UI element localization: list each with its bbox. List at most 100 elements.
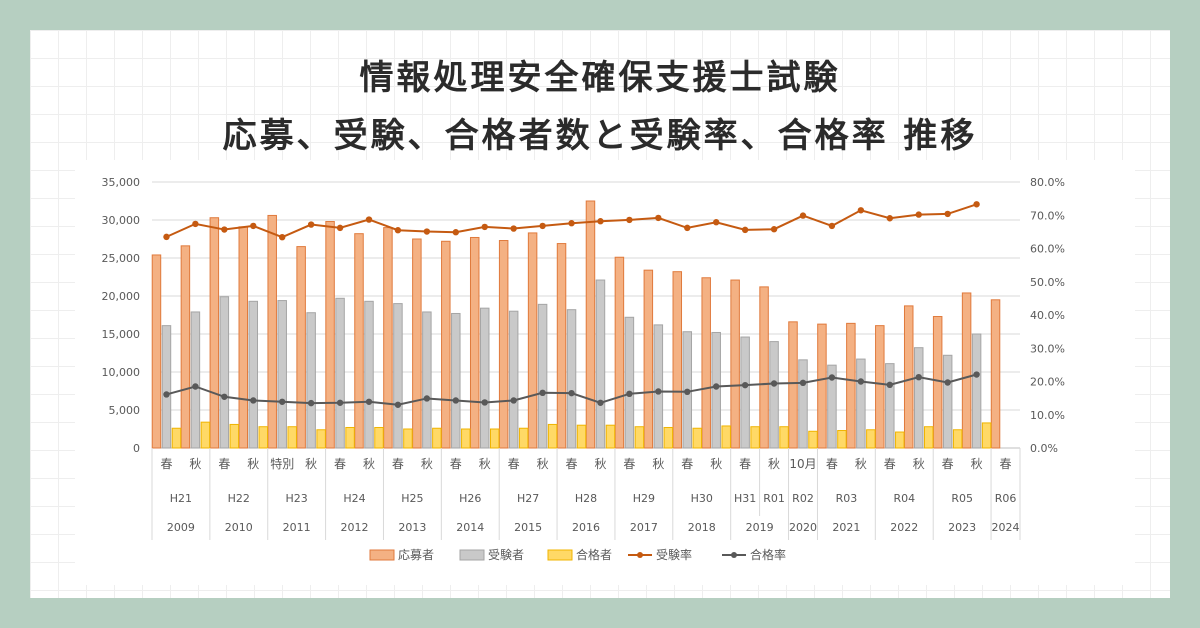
x-tick-label: 秋 xyxy=(710,457,722,471)
bar-受験者 xyxy=(393,303,403,449)
bar-受験者 xyxy=(827,364,837,449)
y-right-tick-label: 10.0% xyxy=(1030,409,1065,422)
bar-応募者 xyxy=(180,245,191,449)
bar-応募者 xyxy=(932,316,943,449)
bar-受験者 xyxy=(740,336,750,449)
bar-応募者 xyxy=(412,238,422,449)
y-left-tick-label: 10,000 xyxy=(102,366,141,379)
x-era-label: R02 xyxy=(792,492,814,505)
x-year-label: 2014 xyxy=(456,521,484,534)
bar-応募者 xyxy=(151,254,162,449)
point-合格率 xyxy=(452,397,459,404)
bar-合格者 xyxy=(576,424,587,449)
x-tick-label: 春 xyxy=(566,457,578,471)
bar-応募者 xyxy=(759,286,769,449)
bar-受験者 xyxy=(798,359,808,449)
bar-応募者 xyxy=(296,246,306,449)
x-tick-label: 春 xyxy=(826,457,838,471)
point-合格率 xyxy=(713,383,720,390)
bar-合格者 xyxy=(721,425,731,449)
bar-合格者 xyxy=(779,426,789,449)
x-era-label: H25 xyxy=(401,492,423,505)
x-era-label: R03 xyxy=(836,492,858,505)
x-era-label: H30 xyxy=(691,492,713,505)
point-受験率 xyxy=(799,212,807,219)
y-right-tick-label: 40.0% xyxy=(1030,309,1065,322)
bar-合格者 xyxy=(200,421,211,449)
point-受験率 xyxy=(568,220,575,227)
legend-label: 合格者 xyxy=(576,547,612,562)
bar-応募者 xyxy=(990,299,1001,449)
bar-受験者 xyxy=(913,347,924,449)
x-tick-label: 秋 xyxy=(971,457,983,471)
point-受験率 xyxy=(915,211,922,218)
bar-受験者 xyxy=(479,307,490,449)
bar-受験者 xyxy=(422,311,432,449)
bar-合格者 xyxy=(403,428,413,449)
point-合格率 xyxy=(944,379,951,386)
bar-受験者 xyxy=(364,300,374,449)
legend-label: 応募者 xyxy=(398,548,434,562)
bar-受験者 xyxy=(190,311,201,449)
bar-合格者 xyxy=(866,429,876,449)
x-year-label: 2013 xyxy=(398,521,426,534)
bar-受験者 xyxy=(508,310,519,449)
bar-合格者 xyxy=(258,426,269,449)
x-tick-label: 秋 xyxy=(363,457,375,471)
bar-受験者 xyxy=(277,300,287,449)
x-year-label: 2012 xyxy=(341,521,369,534)
y-right-tick-label: 80.0% xyxy=(1030,176,1065,189)
bar-合格者 xyxy=(518,427,529,449)
legend-label: 受験者 xyxy=(488,547,524,562)
point-受験率 xyxy=(655,214,662,222)
bar-合格者 xyxy=(547,423,558,449)
point-受験率 xyxy=(307,221,315,228)
x-era-label: H29 xyxy=(633,492,655,505)
point-合格率 xyxy=(799,379,807,387)
bar-受験者 xyxy=(856,358,866,449)
point-合格率 xyxy=(510,397,517,404)
x-year-label: 2009 xyxy=(167,521,195,534)
x-era-label: R06 xyxy=(995,492,1017,505)
x-tick-label: 秋 xyxy=(189,457,201,471)
x-tick-label: 春 xyxy=(739,457,751,471)
point-受験率 xyxy=(452,229,459,236)
point-受験率 xyxy=(944,210,951,218)
bar-合格者 xyxy=(171,427,182,449)
point-合格率 xyxy=(597,399,604,406)
bar-合格者 xyxy=(374,426,384,449)
x-era-label: R05 xyxy=(951,492,973,505)
y-right-tick-label: 0.0% xyxy=(1030,442,1058,455)
x-era-label: H23 xyxy=(286,492,308,505)
point-受験率 xyxy=(886,215,893,222)
bar-合格者 xyxy=(316,429,326,449)
bar-応募者 xyxy=(643,269,654,449)
y-right-tick-label: 20.0% xyxy=(1030,376,1065,389)
bar-応募者 xyxy=(238,226,249,449)
bar-応募者 xyxy=(585,200,596,449)
point-合格率 xyxy=(336,399,344,406)
bar-応募者 xyxy=(961,292,972,449)
y-left-tick-label: 35,000 xyxy=(102,176,141,189)
point-受験率 xyxy=(163,233,170,241)
x-era-label: H27 xyxy=(517,492,539,505)
x-year-label: 2019 xyxy=(746,521,774,534)
point-合格率 xyxy=(741,381,749,389)
y-right-tick-label: 30.0% xyxy=(1030,342,1065,355)
bar-合格者 xyxy=(952,429,963,449)
point-受験率 xyxy=(394,227,402,234)
chart-title-line1: 情報処理安全確保支援士試験 xyxy=(359,58,841,98)
x-year-label: 2021 xyxy=(832,521,860,534)
bar-合格者 xyxy=(461,428,471,449)
x-era-label: H24 xyxy=(343,492,365,505)
x-year-label: 2015 xyxy=(514,521,542,534)
point-受験率 xyxy=(828,222,836,230)
point-合格率 xyxy=(770,380,778,387)
point-合格率 xyxy=(221,393,228,400)
bar-合格者 xyxy=(981,422,992,449)
bar-合格者 xyxy=(750,426,760,449)
bar-応募者 xyxy=(701,277,711,449)
x-era-label: H31 xyxy=(734,492,756,505)
bar-受験者 xyxy=(566,309,577,449)
point-合格率 xyxy=(192,383,199,390)
